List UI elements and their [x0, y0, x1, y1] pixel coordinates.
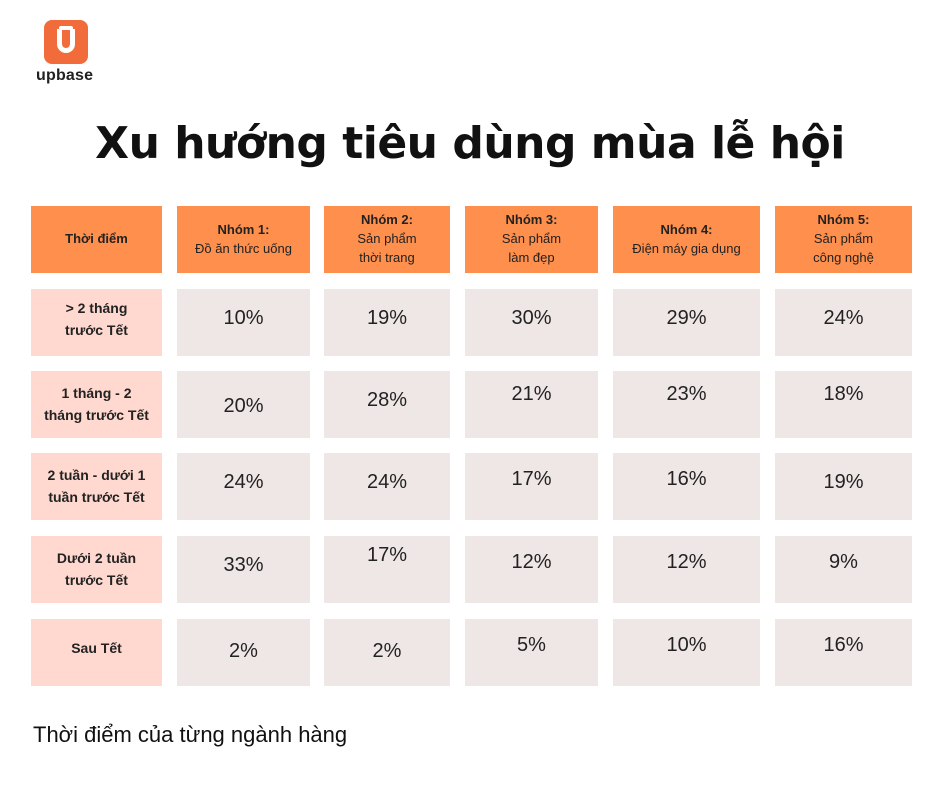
- value-label: 28%: [366, 389, 408, 411]
- value-label: 12%: [511, 551, 552, 573]
- value-label: 19%: [366, 307, 408, 329]
- column-name-label: Sản phẩm: [357, 231, 417, 247]
- value-label: 21%: [511, 383, 552, 405]
- column-name-label: Sản phẩm: [813, 231, 874, 247]
- value-label: 24%: [823, 307, 864, 329]
- value-label: 17%: [511, 468, 552, 490]
- row-label-line: trước Tết: [65, 571, 128, 588]
- value-cell: 2%: [177, 619, 310, 686]
- row-label-4: Dưới 2 tuần trước Tết: [31, 536, 162, 603]
- value-label: 17%: [366, 544, 408, 566]
- row-label-5: Sau Tết: [31, 619, 162, 686]
- value-label: 16%: [666, 468, 707, 490]
- value-cell: 10%: [613, 619, 760, 686]
- value-label: 9%: [829, 551, 858, 573]
- column-group-label: Nhóm 2:: [360, 212, 413, 228]
- column-group-label: Nhóm 3:: [505, 212, 558, 228]
- header-corner: Thời điểm: [31, 206, 162, 273]
- column-name-label: công nghệ: [813, 249, 874, 265]
- value-cell: 9%: [775, 536, 912, 603]
- value-cell: 20%: [177, 371, 310, 438]
- brand-name: upbase: [36, 67, 94, 84]
- value-label: 19%: [823, 471, 864, 493]
- row-label-1: > 2 tháng trước Tết: [31, 289, 162, 356]
- value-label: 24%: [223, 471, 264, 493]
- column-name-label: Sản phẩm: [501, 231, 562, 247]
- value-cell: 5%: [465, 619, 598, 686]
- caption: Thời điểm của từng ngành hàng: [33, 722, 348, 747]
- brand-logo: upbase: [36, 20, 96, 85]
- upbase-logo-icon: [44, 20, 88, 64]
- value-cell: 16%: [775, 619, 912, 686]
- column-name-label: Đồ ăn thức uống: [195, 240, 292, 256]
- column-name-label: thời trang: [359, 249, 415, 265]
- value-cell: 24%: [775, 289, 912, 356]
- value-cell: 10%: [177, 289, 310, 356]
- page-title: Xu hướng tiêu dùng mùa lễ hội: [95, 118, 845, 169]
- value-cell: 17%: [324, 536, 450, 603]
- value-cell: 24%: [324, 453, 450, 520]
- value-cell: 33%: [177, 536, 310, 603]
- value-label: 2%: [372, 640, 402, 662]
- row-label-line: Dưới 2 tuần: [56, 549, 137, 566]
- value-cell: 21%: [465, 371, 598, 438]
- value-cell: 30%: [465, 289, 598, 356]
- value-cell: 18%: [775, 371, 912, 438]
- value-label: 29%: [666, 307, 707, 329]
- value-cell: 19%: [775, 453, 912, 520]
- value-cell: 16%: [613, 453, 760, 520]
- value-label: 12%: [666, 551, 707, 573]
- column-header-4: Nhóm 4: Điện máy gia dụng: [613, 206, 760, 273]
- value-label: 10%: [223, 307, 264, 329]
- value-label: 16%: [823, 634, 864, 656]
- value-cell: 2%: [324, 619, 450, 686]
- column-name-label: làm đẹp: [508, 249, 555, 265]
- value-cell: 12%: [613, 536, 760, 603]
- value-cell: 17%: [465, 453, 598, 520]
- value-cell: 24%: [177, 453, 310, 520]
- value-cell: 29%: [613, 289, 760, 356]
- value-label: 30%: [511, 307, 552, 329]
- column-group-label: Nhóm 5:: [817, 212, 870, 228]
- column-group-label: Nhóm 4:: [660, 221, 713, 237]
- column-group-label: Nhóm 1:: [217, 221, 270, 237]
- value-label: 20%: [223, 395, 264, 417]
- column-name-label: Điện máy gia dụng: [632, 240, 741, 256]
- value-cell: 19%: [324, 289, 450, 356]
- row-label-line: 1 tháng - 2: [61, 384, 132, 401]
- value-label: 5%: [517, 634, 546, 656]
- value-cell: 23%: [613, 371, 760, 438]
- row-label-line: tháng trước Tết: [44, 406, 149, 423]
- value-label: 24%: [366, 471, 408, 493]
- value-label: 33%: [223, 554, 264, 576]
- value-cell: 12%: [465, 536, 598, 603]
- value-cell: 28%: [324, 371, 450, 438]
- row-label-line: 2 tuần - dưới 1: [47, 466, 146, 483]
- value-label: 10%: [666, 634, 707, 656]
- value-label: 23%: [666, 383, 707, 405]
- value-label: 18%: [823, 383, 864, 405]
- row-label-2: 1 tháng - 2 tháng trước Tết: [31, 371, 162, 438]
- row-label-3: 2 tuần - dưới 1 tuần trước Tết: [31, 453, 162, 520]
- row-label-line: trước Tết: [65, 321, 128, 338]
- column-header-2: Nhóm 2: Sản phẩm thời trang: [324, 206, 450, 273]
- value-label: 2%: [229, 640, 258, 662]
- header-corner-label: Thời điểm: [65, 231, 128, 247]
- column-header-5: Nhóm 5: Sản phẩm công nghệ: [775, 206, 912, 273]
- row-label-line: tuần trước Tết: [48, 488, 145, 505]
- row-label-line: Sau Tết: [71, 639, 122, 656]
- row-label-line: > 2 tháng: [65, 299, 128, 316]
- column-header-3: Nhóm 3: Sản phẩm làm đẹp: [465, 206, 598, 273]
- column-header-1: Nhóm 1: Đồ ăn thức uống: [177, 206, 310, 273]
